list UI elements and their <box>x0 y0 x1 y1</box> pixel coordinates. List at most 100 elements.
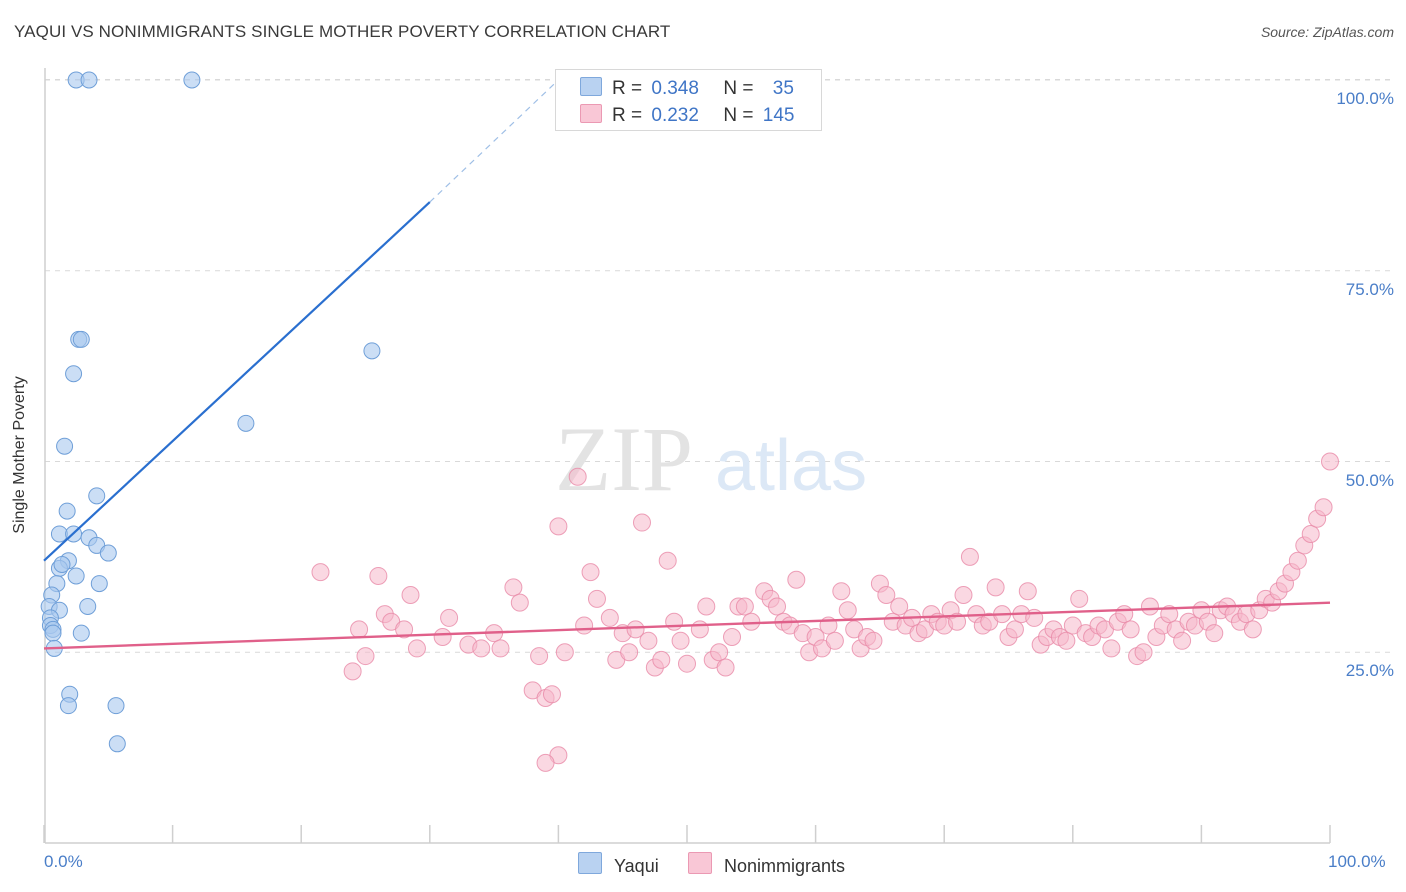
y-tick-label: 50.0% <box>1345 470 1394 490</box>
nonimmigrants-point <box>343 662 362 681</box>
legend-r-label: R = <box>612 105 643 126</box>
x-tick-label-min: 0.0% <box>44 852 83 871</box>
nonimmigrants-point <box>568 467 587 486</box>
watermark-zip: ZIP <box>555 408 693 510</box>
nonimmigrants-point <box>356 647 375 666</box>
nonimmigrants-point <box>587 589 606 608</box>
legend-r-label: R = <box>612 78 643 99</box>
nonimmigrants-point <box>395 620 414 639</box>
series-nonimmigrants <box>311 452 1339 772</box>
y-tick-label: 75.0% <box>1345 279 1394 299</box>
nonimmigrants-point <box>697 597 716 616</box>
nonimmigrants-point <box>433 627 452 646</box>
nonimmigrants-point <box>1173 631 1192 650</box>
nonimmigrants-point <box>665 612 684 631</box>
yaqui-swatch-icon <box>580 77 602 96</box>
legend-r-value: 0.232 <box>651 105 699 126</box>
nonimmigrants-point <box>632 513 651 532</box>
nonimmigrants-point <box>440 608 459 627</box>
legend-label-yaqui: Yaqui <box>614 856 659 876</box>
nonimmigrants-point <box>1288 551 1307 570</box>
y-axis-label: Single Mother Poverty <box>11 376 28 534</box>
nonimmigrants-point <box>620 643 639 662</box>
legend-row-yaqui: R = 0.348 N = 35 <box>580 77 794 99</box>
yaqui-point <box>59 697 77 715</box>
source-label: Source: ZipAtlas.com <box>1260 24 1394 40</box>
nonimmigrants-legend-icon <box>688 852 712 874</box>
legend-label-nonimmigrants: Nonimmigrants <box>724 856 846 876</box>
nonimmigrants-point <box>1134 643 1153 662</box>
nonimmigrants-point <box>1160 605 1179 624</box>
nonimmigrants-point <box>555 643 574 662</box>
nonimmigrants-point <box>600 608 619 627</box>
yaqui-point <box>88 487 106 505</box>
nonimmigrants-point <box>1070 589 1089 608</box>
yaqui-point <box>72 330 90 348</box>
nonimmigrants-point <box>536 753 555 772</box>
yaqui-point <box>90 575 108 593</box>
y-tick-label: 25.0% <box>1345 661 1394 681</box>
axes <box>43 68 1331 844</box>
nonimmigrants-point <box>491 639 510 658</box>
nonimmigrants-point <box>1005 620 1024 639</box>
chart-title: YAQUI VS NONIMMIGRANTS SINGLE MOTHER POV… <box>14 22 671 41</box>
nonimmigrants-point <box>542 685 561 704</box>
trend-lines <box>43 73 1331 650</box>
nonimmigrants-swatch-icon <box>580 104 602 123</box>
nonimmigrants-point <box>877 586 896 605</box>
yaqui-point <box>99 544 117 562</box>
nonimmigrants-point <box>504 578 523 597</box>
nonimmigrants-point <box>825 631 844 650</box>
series-yaqui <box>40 71 381 753</box>
nonimmigrants-point <box>864 631 883 650</box>
yaqui-point <box>237 414 255 432</box>
nonimmigrants-point <box>716 658 735 677</box>
nonimmigrants-point <box>710 643 729 662</box>
nonimmigrants-point <box>671 631 690 650</box>
legend-n-value: 35 <box>772 78 794 99</box>
yaqui-point <box>107 697 125 715</box>
legend-item-yaqui: Yaqui <box>578 852 659 877</box>
yaqui-point <box>65 365 83 383</box>
nonimmigrants-point <box>658 551 677 570</box>
nonimmigrants-point <box>1121 620 1140 639</box>
nonimmigrants-point <box>1115 605 1134 624</box>
watermark-atlas: atlas <box>715 426 867 506</box>
nonimmigrants-point <box>530 647 549 666</box>
nonimmigrants-point <box>626 620 645 639</box>
nonimmigrants-point <box>407 639 426 658</box>
nonimmigrants-point <box>350 620 369 639</box>
yaqui-point <box>50 525 68 543</box>
legend-n-label: N = <box>723 78 754 99</box>
nonimmigrants-point <box>369 566 388 585</box>
legend-r-value: 0.348 <box>651 78 699 99</box>
nonimmigrants-point <box>311 563 330 582</box>
nonimmigrants-point <box>960 547 979 566</box>
correlation-legend: R = 0.348 N = 35 R = 0.232 N = 145 <box>555 69 822 131</box>
grid-lines <box>45 79 1395 653</box>
legend-row-nonimmigrants: R = 0.232 N = 145 <box>580 104 794 126</box>
y-tick-label: 100.0% <box>1336 89 1394 108</box>
legend-n-label: N = <box>723 105 754 126</box>
nonimmigrants-point <box>1102 639 1121 658</box>
x-tick-label-max: 100.0% <box>1328 852 1386 871</box>
nonimmigrants-point <box>768 597 787 616</box>
nonimmigrants-point <box>678 654 696 673</box>
nonimmigrants-point <box>1205 624 1224 643</box>
nonimmigrants-point <box>1301 524 1320 543</box>
yaqui-point <box>363 342 381 360</box>
yaqui-point <box>56 437 74 455</box>
yaqui-legend-icon <box>578 852 602 874</box>
nonimmigrants-point <box>472 639 491 658</box>
nonimmigrants-point <box>1321 452 1339 471</box>
yaqui-point <box>72 624 90 642</box>
nonimmigrants-point <box>742 612 761 631</box>
nonimmigrants-point <box>690 620 709 639</box>
nonimmigrants-point <box>549 517 568 536</box>
watermark: ZIP atlas <box>555 408 867 510</box>
nonimmigrants-point <box>948 612 967 631</box>
nonimmigrants-point <box>954 586 973 605</box>
nonimmigrants-point <box>652 650 671 669</box>
nonimmigrants-point <box>639 631 658 650</box>
